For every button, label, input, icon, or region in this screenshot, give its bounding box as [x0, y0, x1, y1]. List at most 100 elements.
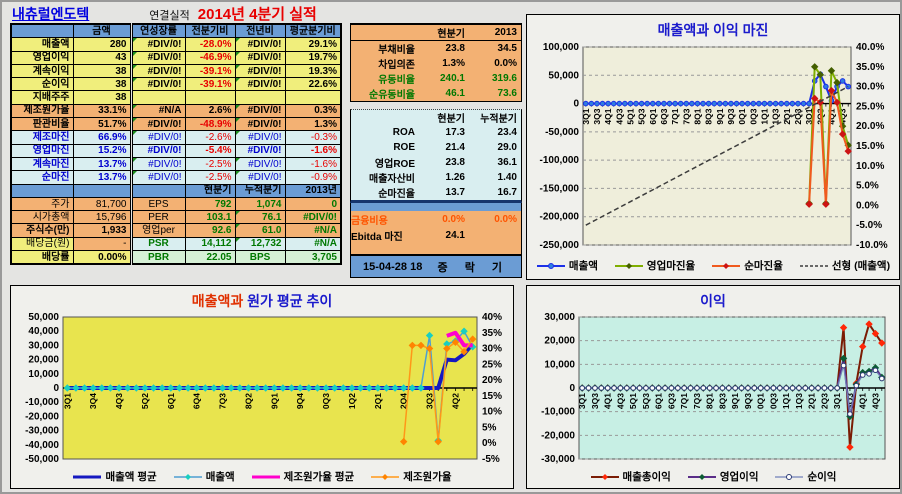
cell[interactable]: [184, 90, 236, 105]
cell[interactable]: 현분기: [184, 183, 236, 198]
cell[interactable]: #DIV/0!: [284, 210, 342, 225]
cell[interactable]: #DIV/0!: [234, 103, 286, 119]
cell[interactable]: BPS: [234, 250, 286, 265]
cell[interactable]: #DIV/0!: [234, 50, 286, 65]
cell[interactable]: 17.3: [445, 127, 465, 138]
cell[interactable]: 배당률: [10, 250, 74, 265]
cell[interactable]: [10, 23, 74, 39]
cell[interactable]: 매출액: [10, 37, 74, 52]
cell[interactable]: 누적분기: [234, 183, 286, 198]
cell[interactable]: [234, 90, 286, 105]
cell[interactable]: 현분기: [437, 29, 465, 40]
cell[interactable]: 16.7: [497, 187, 517, 198]
cell[interactable]: 0: [284, 196, 342, 212]
cell[interactable]: #DIV/0!: [234, 156, 286, 172]
cell[interactable]: #DIV/0!: [129, 77, 186, 92]
cell[interactable]: 51.7%: [72, 117, 132, 132]
cell[interactable]: -28.0%: [184, 37, 236, 52]
cell[interactable]: EPS: [129, 196, 186, 212]
cell[interactable]: 792: [184, 196, 236, 212]
cell[interactable]: 1.40: [497, 172, 517, 183]
cell[interactable]: 누적분기: [480, 114, 517, 125]
cell[interactable]: [129, 90, 186, 105]
cell[interactable]: 1.26: [445, 172, 465, 183]
cell[interactable]: 금액: [72, 23, 132, 39]
cell[interactable]: 38: [72, 90, 132, 105]
cell[interactable]: #DIV/0!: [129, 63, 186, 79]
cell[interactable]: 계속이익: [10, 63, 74, 79]
cell[interactable]: 43: [72, 50, 132, 65]
legend-item[interactable]: 매출액 평균: [72, 469, 157, 484]
cell[interactable]: PBR: [129, 250, 186, 265]
legend-item[interactable]: 영업마진율: [614, 258, 695, 273]
cell[interactable]: 현분기: [437, 114, 465, 125]
cell[interactable]: 66.9%: [72, 130, 132, 145]
cell[interactable]: 22.6%: [284, 77, 342, 92]
cell[interactable]: 29.1%: [284, 37, 342, 52]
cell[interactable]: -0.9%: [284, 170, 342, 185]
cell[interactable]: 1.3%: [284, 117, 342, 132]
cell[interactable]: 0.3%: [284, 103, 342, 119]
cell[interactable]: 영업per: [129, 223, 186, 238]
cell[interactable]: [284, 90, 342, 105]
cell[interactable]: #DIV/0!: [234, 117, 286, 132]
cell[interactable]: 34.5: [497, 43, 517, 54]
cell[interactable]: 주식수(만): [10, 223, 74, 238]
cell[interactable]: -39.1%: [184, 63, 236, 79]
cell[interactable]: -2.6%: [184, 130, 236, 145]
cell[interactable]: #N/A: [129, 103, 186, 119]
cell[interactable]: 38: [72, 77, 132, 92]
cell[interactable]: #DIV/0!: [129, 156, 186, 172]
cell[interactable]: #DIV/0!: [129, 170, 186, 185]
legend-item[interactable]: 제조원가율: [370, 469, 452, 484]
cell[interactable]: 13.7%: [72, 156, 132, 172]
cell[interactable]: -46.9%: [184, 50, 236, 65]
cell[interactable]: 23.8: [445, 43, 465, 54]
cell[interactable]: 계속마진: [10, 156, 74, 172]
cell[interactable]: #DIV/0!: [129, 130, 186, 145]
cell[interactable]: 전분기비: [184, 23, 236, 39]
cell[interactable]: 81,700: [72, 196, 132, 212]
legend-item[interactable]: 영업이익: [687, 469, 758, 484]
cell[interactable]: #DIV/0!: [234, 130, 286, 145]
cell[interactable]: 73.6: [497, 88, 517, 99]
cell[interactable]: -: [72, 236, 132, 252]
cell[interactable]: 0.0%: [494, 58, 517, 69]
cell[interactable]: 24.1: [445, 229, 465, 241]
cell[interactable]: -2.5%: [184, 170, 236, 185]
cell[interactable]: 시가총액: [10, 210, 74, 225]
legend-item[interactable]: 순마진율: [711, 258, 783, 273]
cell[interactable]: 76.1: [234, 210, 286, 225]
cell[interactable]: 240.1: [439, 73, 465, 84]
cell[interactable]: #DIV/0!: [129, 37, 186, 52]
cell[interactable]: 280: [72, 37, 132, 52]
cell[interactable]: 0.0%: [494, 213, 517, 225]
cell[interactable]: #DIV/0!: [129, 143, 186, 158]
cell[interactable]: 22.05: [184, 250, 236, 265]
cell[interactable]: 3,705: [284, 250, 342, 265]
cell[interactable]: 13.7%: [72, 170, 132, 185]
cell[interactable]: 46.1: [445, 88, 465, 99]
cell[interactable]: -39.1%: [184, 77, 236, 92]
cell[interactable]: 103.1: [184, 210, 236, 225]
cell[interactable]: 전년비: [234, 23, 286, 39]
cell[interactable]: #DIV/0!: [129, 50, 186, 65]
cell[interactable]: 15.2%: [72, 143, 132, 158]
cell[interactable]: 29.0: [497, 142, 517, 153]
cell[interactable]: [129, 183, 186, 198]
cell[interactable]: 319.6: [491, 73, 517, 84]
cell[interactable]: #DIV/0!: [234, 63, 286, 79]
cell[interactable]: 1,074: [234, 196, 286, 212]
cell[interactable]: PSR: [129, 236, 186, 252]
cell[interactable]: 61.0: [234, 223, 286, 238]
cell[interactable]: #DIV/0!: [129, 117, 186, 132]
cell[interactable]: [10, 183, 74, 198]
cell[interactable]: 36.1: [497, 157, 517, 168]
cell[interactable]: 19.3%: [284, 63, 342, 79]
cell[interactable]: 제조원가율: [10, 103, 74, 119]
cell[interactable]: -2.5%: [184, 156, 236, 172]
cell[interactable]: -0.3%: [284, 130, 342, 145]
cell[interactable]: 23.8: [445, 157, 465, 168]
legend-item[interactable]: 매출액: [173, 469, 235, 484]
cell[interactable]: 14,112: [184, 236, 236, 252]
